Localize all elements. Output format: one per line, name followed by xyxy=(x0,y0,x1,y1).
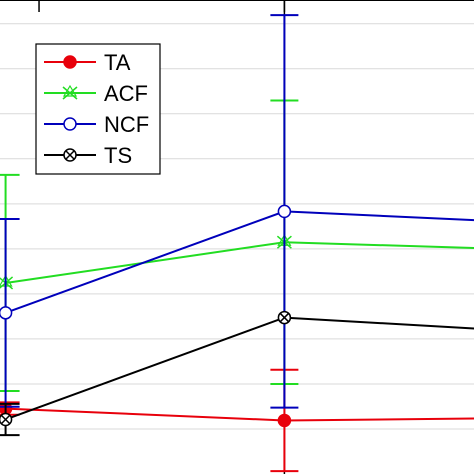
series-layer xyxy=(0,14,474,473)
legend: TA ACF NCF TS xyxy=(35,43,161,175)
legend-item: TS xyxy=(44,143,132,168)
legend-label: NCF xyxy=(104,112,149,137)
data-point-marker xyxy=(63,117,77,131)
series-ts xyxy=(0,310,474,437)
data-point-marker xyxy=(62,84,78,97)
series-line xyxy=(5,316,474,421)
data-point-marker xyxy=(277,204,292,219)
data-point-marker-cross xyxy=(65,150,75,160)
legend-box xyxy=(35,43,161,175)
series-line xyxy=(5,210,474,314)
data-point-marker xyxy=(0,306,13,320)
series-ta xyxy=(0,368,474,473)
data-point-marker xyxy=(62,86,78,100)
legend-label: TS xyxy=(104,143,132,168)
legend-item: ACF xyxy=(44,81,148,106)
legend-item: TA xyxy=(44,50,131,75)
series-line xyxy=(5,241,474,284)
legend-label: TA xyxy=(104,50,131,75)
series-line xyxy=(5,407,474,422)
data-point-marker xyxy=(63,55,77,69)
data-point-marker-cross xyxy=(279,313,289,323)
legend-label: ACF xyxy=(104,81,148,106)
series-ncf xyxy=(0,14,474,409)
legend-item: NCF xyxy=(44,112,149,137)
data-point-marker-cross xyxy=(1,414,11,425)
data-point-marker xyxy=(277,413,292,428)
